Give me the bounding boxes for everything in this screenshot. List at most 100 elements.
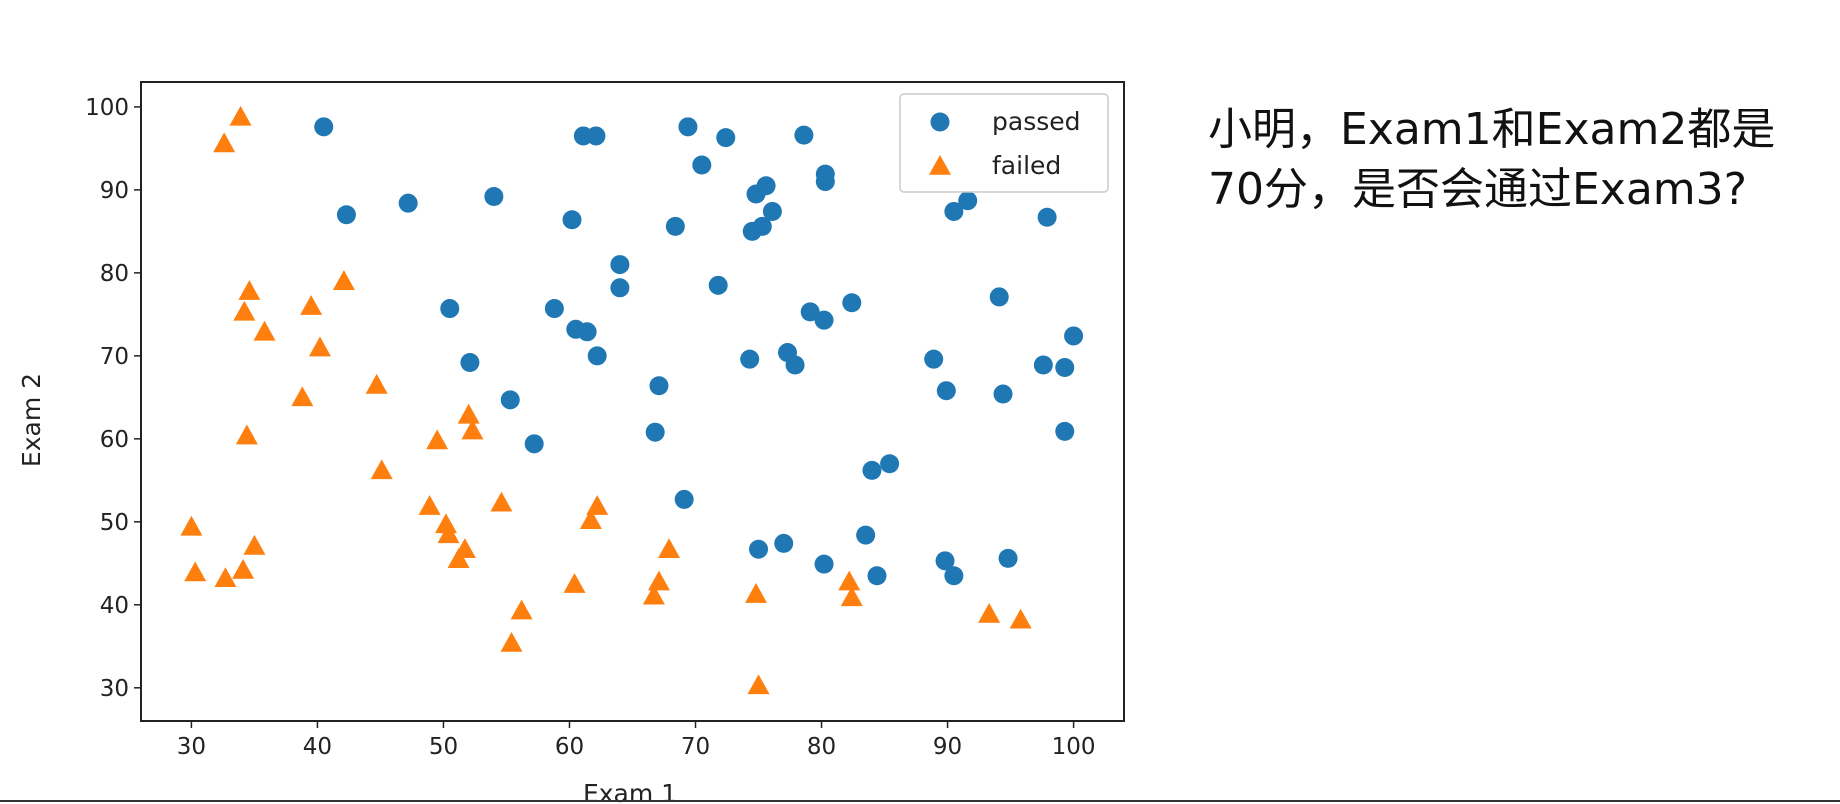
failed-point	[232, 558, 255, 579]
failed-point	[747, 674, 770, 695]
bottom-divider	[0, 800, 1840, 802]
question-line-2: 70分，是否会通过Exam3?	[1208, 164, 1747, 215]
x-tick-label: 40	[303, 734, 332, 760]
passed-point	[500, 390, 520, 410]
failed-point	[563, 573, 586, 593]
plot-frame	[140, 81, 1125, 722]
failed-point	[300, 295, 323, 315]
passed-point	[692, 155, 712, 175]
passed-point	[610, 278, 630, 298]
failed-point	[453, 538, 476, 559]
question-line-1: 小明，Exam1和Exam2都是	[1208, 104, 1776, 155]
x-tick-label: 60	[555, 734, 584, 760]
passed-point	[815, 172, 835, 192]
failed-point	[647, 570, 670, 591]
legend-label-passed: passed	[992, 107, 1081, 136]
passed-point	[774, 533, 794, 553]
failed-point	[229, 105, 252, 126]
passed-point	[924, 349, 944, 369]
x-tick-label: 30	[177, 734, 206, 760]
passed-point	[649, 376, 669, 396]
legend-failed-marker	[929, 155, 951, 175]
failed-point	[426, 429, 449, 450]
y-tick-label: 90	[100, 178, 129, 204]
passed-point	[794, 125, 814, 145]
passed-point	[958, 191, 978, 211]
passed-point	[856, 525, 876, 545]
passed-point	[665, 216, 685, 236]
failed-point	[365, 373, 388, 394]
passed-point	[880, 454, 900, 474]
passed-point	[708, 275, 728, 295]
failed-point	[213, 132, 236, 153]
passed-point	[460, 352, 480, 372]
x-axis-label: Exam 1	[583, 779, 677, 804]
legend-label-failed: failed	[992, 151, 1061, 180]
passed-point	[610, 255, 630, 275]
failed-point	[461, 419, 484, 440]
x-tick-label: 50	[429, 734, 458, 760]
failed-point	[418, 495, 441, 515]
passed-point	[749, 539, 769, 559]
passed-point	[314, 117, 334, 137]
failed-point	[214, 567, 237, 588]
passed-point	[740, 349, 760, 369]
passed-point	[842, 293, 862, 313]
failed-point	[457, 403, 480, 424]
failed-point	[434, 513, 457, 534]
failed-point	[243, 534, 266, 555]
passed-point	[814, 554, 834, 574]
y-tick-label: 40	[100, 593, 129, 619]
y-tick-label: 80	[100, 261, 129, 287]
passed-point	[674, 489, 694, 509]
failed-point	[510, 599, 533, 620]
passed-point	[484, 187, 504, 207]
y-tick-label: 60	[100, 427, 129, 453]
failed-point	[490, 491, 513, 512]
passed-point	[544, 299, 564, 319]
passed-point	[867, 566, 887, 586]
y-tick-label: 70	[100, 344, 129, 370]
passed-point	[752, 216, 772, 236]
passed-point	[762, 201, 782, 221]
passed-point	[814, 310, 834, 330]
failed-point	[291, 386, 314, 407]
y-tick-label: 30	[100, 676, 129, 702]
x-tick-label: 100	[1052, 734, 1096, 760]
passed-point	[587, 346, 607, 366]
y-axis-label: Exam 2	[17, 373, 46, 467]
x-tick-label: 80	[807, 734, 836, 760]
failed-point	[658, 538, 681, 559]
legend-passed-marker	[930, 112, 950, 132]
plot-area: 30 40 50 60 70 80 90 100 30 40 50 60 70 80 90 100 passed…	[85, 81, 1125, 760]
passed-point	[440, 299, 460, 319]
passed-point	[993, 384, 1013, 404]
y-tick-label: 50	[100, 510, 129, 536]
passed-point	[586, 126, 606, 146]
chart-canvas: 30 40 50 60 70 80 90 100 30 40 50 60 70 80 90 100 passed…	[17, 81, 1125, 804]
passed-point	[398, 193, 418, 213]
passed-point	[1055, 421, 1075, 441]
failed-point	[642, 584, 665, 605]
failed-point	[332, 270, 355, 290]
failed-point	[586, 495, 609, 515]
failed-point	[579, 509, 602, 529]
failed-point	[238, 280, 261, 300]
failed-point	[838, 570, 861, 591]
passed-point	[678, 117, 698, 137]
passed-point	[524, 434, 544, 454]
failed-point	[180, 515, 203, 536]
passed-point	[936, 381, 956, 401]
failed-point	[235, 424, 258, 445]
passed-point	[785, 355, 805, 375]
failed-point	[1009, 608, 1032, 629]
scatter-chart: 30 40 50 60 70 80 90 100 30 40 50 60 70 80 90 100 passed…	[17, 81, 1125, 804]
failed-point	[437, 523, 460, 544]
legend-box	[899, 93, 1109, 193]
passed-point	[645, 422, 665, 442]
passed-point	[716, 128, 736, 148]
x-tick-label: 70	[681, 734, 710, 760]
failed-point	[978, 602, 1001, 623]
failed-point	[840, 586, 863, 607]
passed-point	[935, 551, 955, 571]
